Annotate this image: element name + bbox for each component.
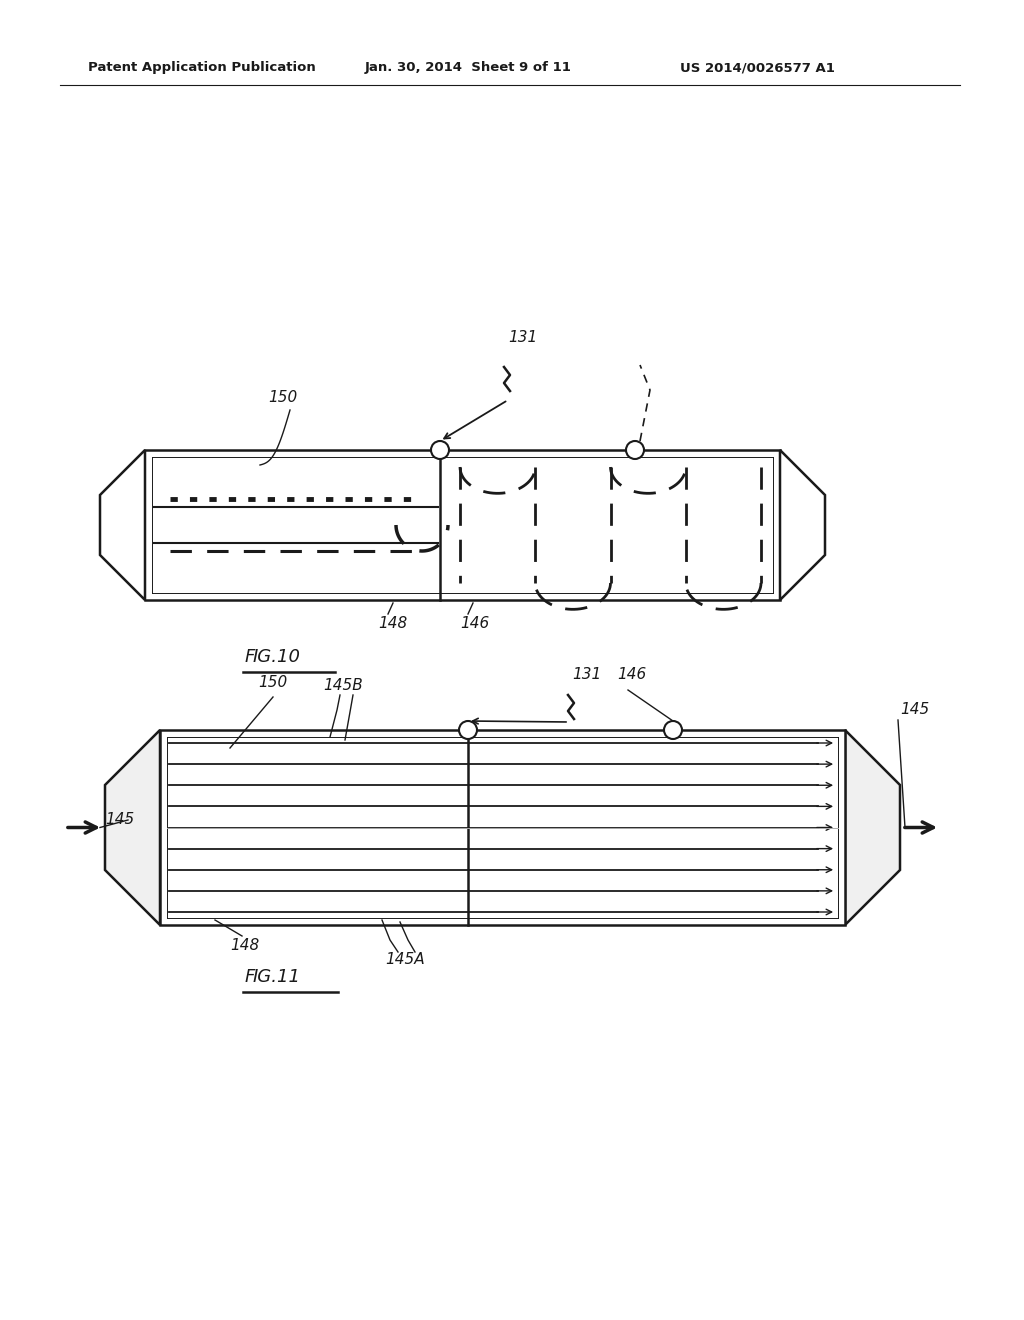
Text: 145A: 145A bbox=[385, 952, 425, 968]
Circle shape bbox=[459, 721, 477, 739]
Text: 150: 150 bbox=[258, 675, 288, 690]
Text: IG.10: IG.10 bbox=[253, 648, 301, 667]
Text: F: F bbox=[245, 968, 255, 986]
Text: Patent Application Publication: Patent Application Publication bbox=[88, 62, 315, 74]
Polygon shape bbox=[160, 730, 845, 925]
Circle shape bbox=[664, 721, 682, 739]
Text: 145: 145 bbox=[900, 702, 929, 718]
Text: F: F bbox=[245, 648, 255, 667]
Text: US 2014/0026577 A1: US 2014/0026577 A1 bbox=[680, 62, 835, 74]
Text: 145: 145 bbox=[105, 813, 134, 828]
Text: 150: 150 bbox=[268, 389, 297, 405]
Text: IG.11: IG.11 bbox=[253, 968, 301, 986]
Polygon shape bbox=[845, 730, 900, 925]
Circle shape bbox=[626, 441, 644, 459]
Text: 148: 148 bbox=[378, 616, 408, 631]
Circle shape bbox=[431, 441, 449, 459]
Text: 148: 148 bbox=[230, 939, 259, 953]
Text: Jan. 30, 2014  Sheet 9 of 11: Jan. 30, 2014 Sheet 9 of 11 bbox=[365, 62, 571, 74]
Text: 131: 131 bbox=[572, 667, 601, 682]
Polygon shape bbox=[105, 730, 160, 925]
Text: 146: 146 bbox=[460, 616, 489, 631]
Text: 146: 146 bbox=[617, 667, 646, 682]
Text: 145B: 145B bbox=[323, 678, 362, 693]
Text: 131: 131 bbox=[508, 330, 538, 345]
